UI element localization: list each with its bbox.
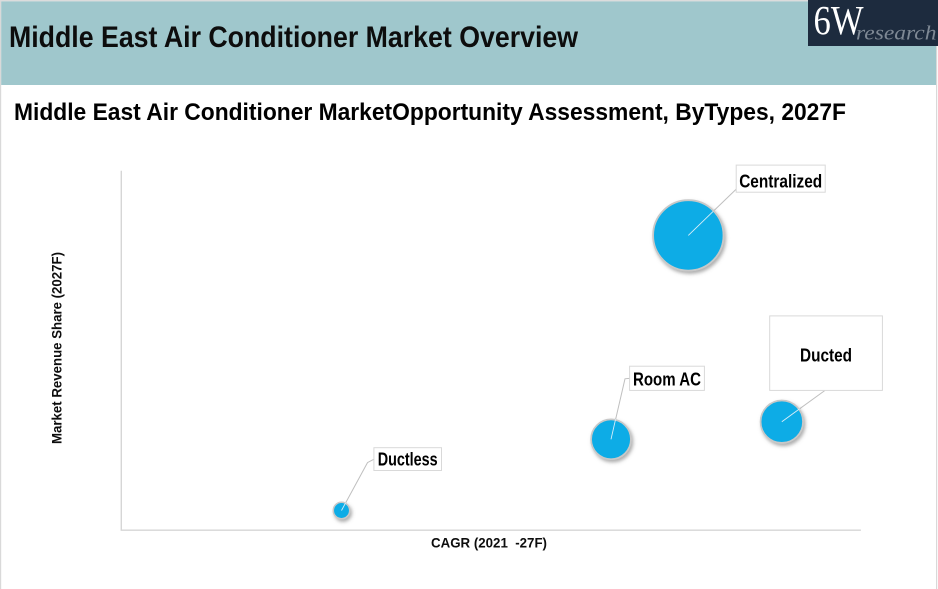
svg-text:6W: 6W xyxy=(814,0,864,43)
svg-text:Middle East Air Conditioner Ma: Middle East Air Conditioner MarketOpport… xyxy=(14,99,846,126)
svg-text:Middle East Air Conditioner Ma: Middle East Air Conditioner Market Overv… xyxy=(9,21,578,54)
svg-text:Ducted: Ducted xyxy=(800,346,852,366)
svg-text:Room AC: Room AC xyxy=(633,370,701,390)
svg-text:Ductless: Ductless xyxy=(378,450,438,470)
svg-text:Centralized: Centralized xyxy=(739,172,822,192)
svg-text:research: research xyxy=(856,23,937,45)
svg-text:Market Revenue Share (2027F): Market Revenue Share (2027F) xyxy=(49,252,65,444)
svg-text:CAGR (2021 -27F): CAGR (2021 -27F) xyxy=(431,535,547,551)
